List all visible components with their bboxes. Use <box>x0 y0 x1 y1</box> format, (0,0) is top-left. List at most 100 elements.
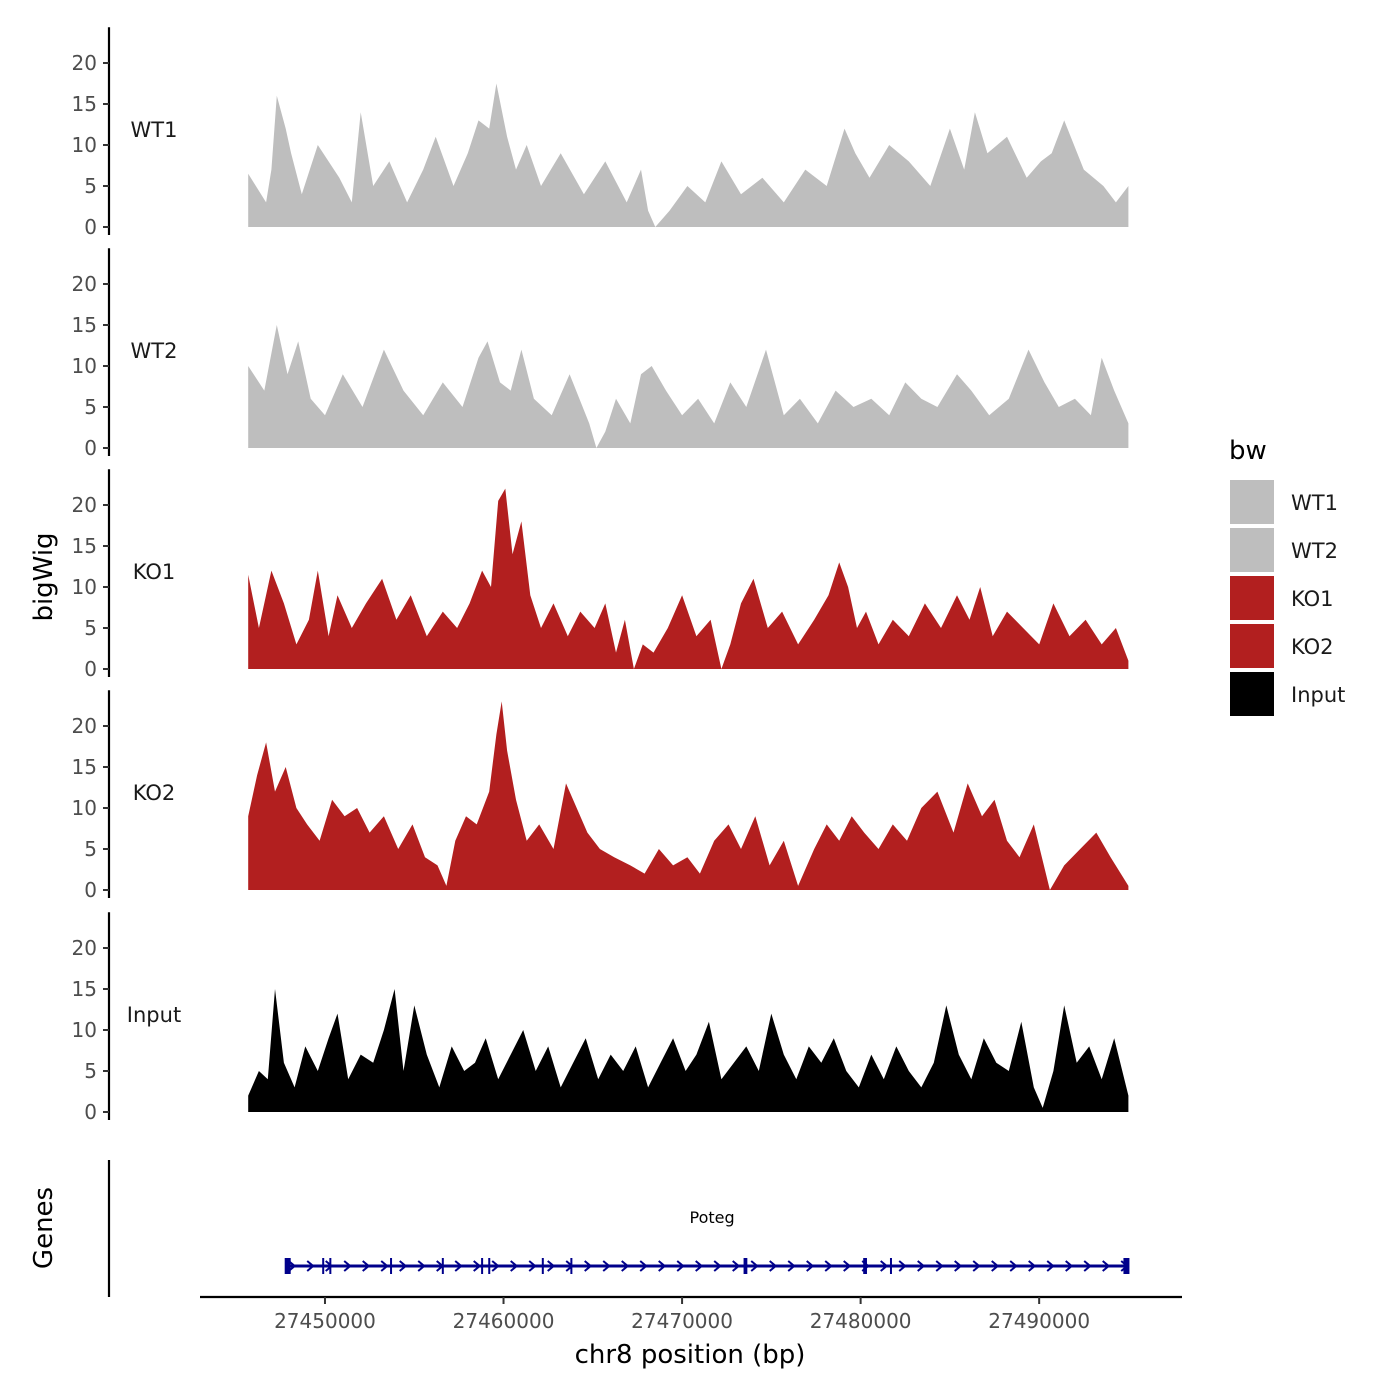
panel-label: KO2 <box>133 781 176 805</box>
strand-chevron <box>935 1260 944 1272</box>
strand-chevron <box>417 1260 426 1272</box>
strand-chevron <box>584 1260 593 1272</box>
y-tick-label: 15 <box>72 313 97 337</box>
gene-exon-start <box>284 1258 291 1274</box>
panel-input: 0 5 10 15 20 Input <box>72 912 1129 1124</box>
strand-chevron <box>1083 1260 1092 1272</box>
gene-track-title: Genes <box>29 1187 59 1269</box>
gene-exon <box>889 1258 892 1274</box>
y-tick-label: 5 <box>84 1059 97 1083</box>
strand-chevron <box>547 1260 556 1272</box>
strand-chevron <box>399 1260 408 1272</box>
strand-chevron <box>1028 1260 1037 1272</box>
gene-exon <box>481 1258 484 1274</box>
coverage-area-input <box>248 989 1129 1112</box>
y-tick-label: 10 <box>72 133 97 157</box>
x-axis: 27450000 27460000 27470000 27480000 27490000 <box>200 1295 1182 1333</box>
strand-chevron <box>676 1260 685 1272</box>
panel-label: WT2 <box>131 339 178 363</box>
strand-chevron <box>658 1260 667 1272</box>
coverage-area-ko2 <box>248 701 1129 890</box>
gene-exon <box>441 1258 444 1274</box>
gene-exon <box>743 1258 746 1274</box>
x-tick-label: 27460000 <box>453 1309 555 1333</box>
legend-key-wt1 <box>1230 480 1274 524</box>
gene-exon <box>745 1258 748 1274</box>
legend-key-ko1 <box>1230 576 1274 620</box>
strand-chevron <box>1065 1260 1074 1272</box>
strand-chevron <box>288 1260 297 1272</box>
y-tick-label: 20 <box>72 493 97 517</box>
panel-ko2: 0 5 10 15 20 KO2 <box>72 690 1129 902</box>
strand-chevron <box>621 1260 630 1272</box>
legend-label-wt1: WT1 <box>1291 491 1338 515</box>
strand-chevron <box>602 1260 611 1272</box>
panel-ko1: 0 5 10 15 20 KO1 <box>72 469 1129 681</box>
strand-chevron <box>306 1260 315 1272</box>
strand-chevron <box>917 1260 926 1272</box>
legend-label-wt2: WT2 <box>1291 539 1338 563</box>
x-tick-label: 27450000 <box>274 1309 376 1333</box>
strand-chevron <box>972 1260 981 1272</box>
gene-exon <box>488 1258 491 1274</box>
coverage-area-wt1 <box>248 83 1129 227</box>
strand-chevron <box>454 1260 463 1272</box>
strand-chevron <box>528 1260 537 1272</box>
coverage-area-ko1 <box>248 488 1129 669</box>
gene-exon <box>322 1258 325 1274</box>
y-tick-label: 0 <box>84 878 97 902</box>
strand-chevron <box>750 1260 759 1272</box>
y-tick-label: 0 <box>84 657 97 681</box>
strand-chevron <box>769 1260 778 1272</box>
y-tick-label: 15 <box>72 534 97 558</box>
legend-title: bw <box>1229 436 1267 466</box>
strand-chevron <box>843 1260 852 1272</box>
legend: bw WT1 WT2 KO1 KO2 Input <box>1229 436 1345 716</box>
y-tick-label: 10 <box>72 796 97 820</box>
y-tick-label: 15 <box>72 755 97 779</box>
gene-exon <box>864 1258 867 1274</box>
y-tick-label: 10 <box>72 354 97 378</box>
strand-chevron <box>380 1260 389 1272</box>
x-tick-label: 27470000 <box>631 1309 733 1333</box>
strand-chevron <box>491 1260 500 1272</box>
panel-label: KO1 <box>133 560 176 584</box>
strand-chevron <box>898 1260 907 1272</box>
strand-chevron <box>732 1260 741 1272</box>
strand-chevron <box>510 1260 519 1272</box>
strand-chevron <box>1046 1260 1055 1272</box>
y-tick-label: 10 <box>72 1018 97 1042</box>
strand-chevron <box>639 1260 648 1272</box>
strand-chevron <box>880 1260 889 1272</box>
y-tick-label: 0 <box>84 1100 97 1124</box>
y-tick-label: 5 <box>84 395 97 419</box>
y-tick-label: 15 <box>72 977 97 1001</box>
strand-chevron <box>824 1260 833 1272</box>
gene-exon-end <box>1123 1258 1130 1274</box>
strand-chevron <box>991 1260 1000 1272</box>
legend-key-input <box>1230 672 1274 716</box>
strand-chevron <box>362 1260 371 1272</box>
coverage-area-wt2 <box>248 325 1129 448</box>
strand-chevron <box>473 1260 482 1272</box>
strand-chevron <box>1102 1260 1111 1272</box>
y-tick-label: 0 <box>84 436 97 460</box>
y-tick-label: 5 <box>84 616 97 640</box>
y-tick-label: 20 <box>72 714 97 738</box>
gene-name-label: Poteg <box>689 1208 734 1227</box>
strand-chevron <box>343 1260 352 1272</box>
gene-exon <box>863 1258 866 1274</box>
x-axis-title: chr8 position (bp) <box>575 1340 806 1370</box>
legend-label-ko1: KO1 <box>1291 587 1334 611</box>
gene-exon <box>570 1258 573 1274</box>
y-tick-label: 20 <box>72 272 97 296</box>
y-tick-label: 0 <box>84 215 97 239</box>
legend-label-input: Input <box>1291 683 1345 707</box>
legend-key-wt2 <box>1230 528 1274 572</box>
strand-chevron <box>695 1260 704 1272</box>
strand-chevron <box>787 1260 796 1272</box>
y-tick-label: 20 <box>72 936 97 960</box>
legend-label-ko2: KO2 <box>1291 635 1334 659</box>
panel-wt1: 0 5 10 15 20 WT1 <box>72 27 1129 239</box>
